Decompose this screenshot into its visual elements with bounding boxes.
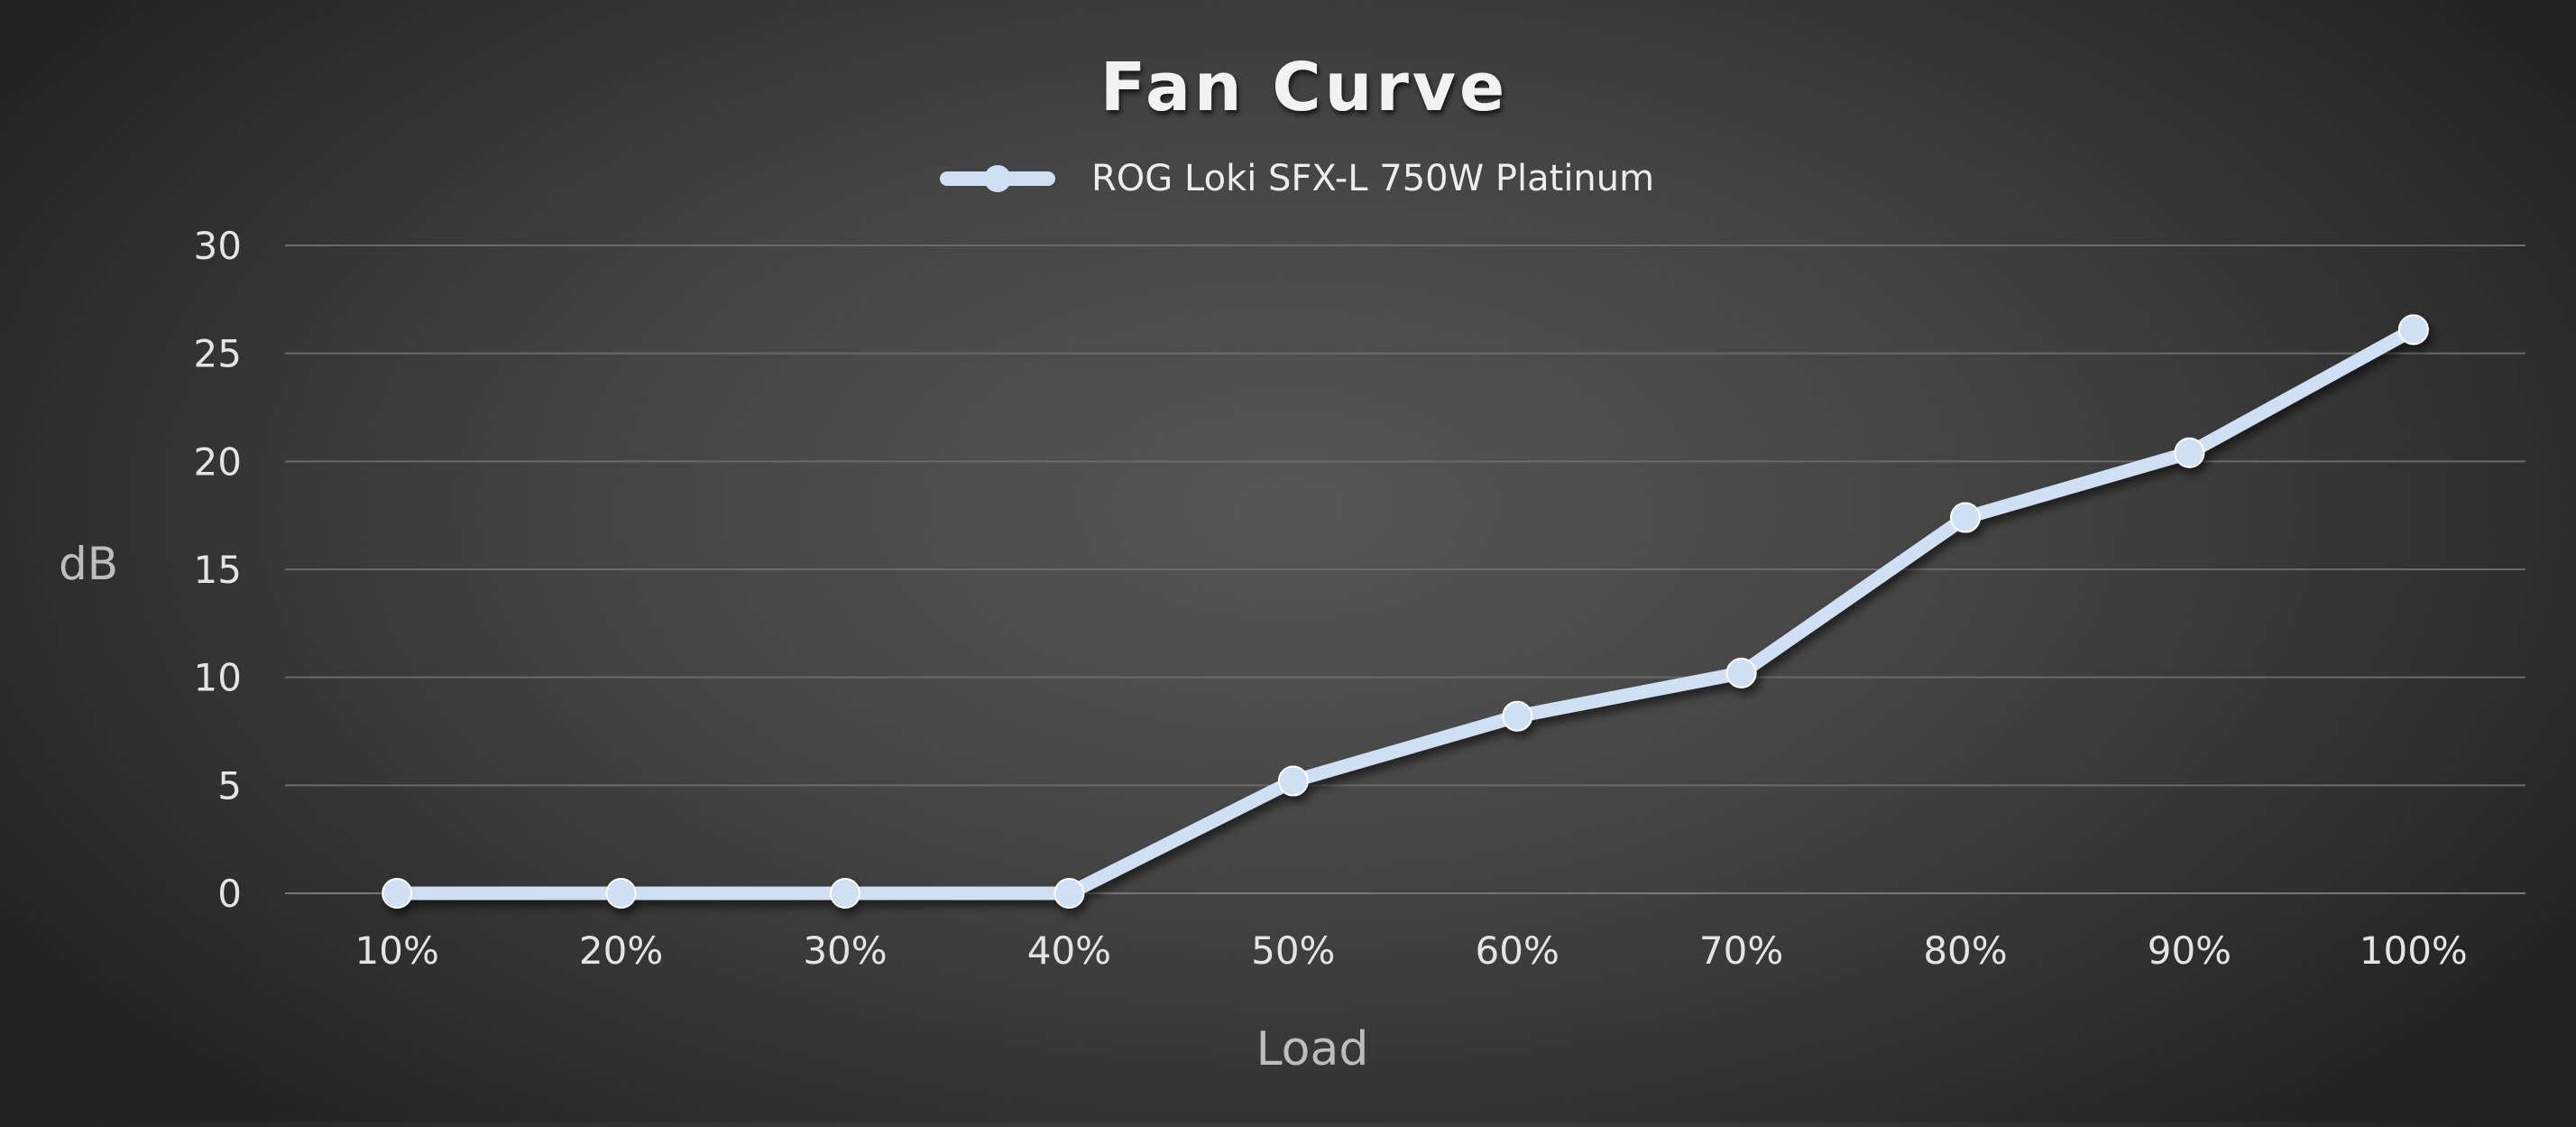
x-tick-label: 30% xyxy=(803,928,887,973)
data-point xyxy=(1950,502,1981,533)
gridlines xyxy=(285,245,2525,894)
series-layer xyxy=(382,314,2429,909)
data-point xyxy=(605,878,637,909)
x-tick-label: 20% xyxy=(579,928,663,973)
y-tick-label: 30 xyxy=(194,224,242,268)
y-axis-ticks: 0 5 10 15 20 25 30 xyxy=(194,224,242,916)
legend: ROG Loki SFX-L 750W Platinum xyxy=(940,158,1654,199)
legend-marker-swatch xyxy=(984,165,1011,192)
x-tick-label: 80% xyxy=(1923,928,2007,973)
data-point xyxy=(1725,657,1757,688)
y-tick-label: 10 xyxy=(194,656,242,700)
x-tick-label: 50% xyxy=(1251,928,1335,973)
data-point xyxy=(830,878,860,909)
x-tick-label: 10% xyxy=(355,928,439,973)
data-point xyxy=(382,878,413,909)
data-point xyxy=(1053,878,1085,909)
legend-label: ROG Loki SFX-L 750W Platinum xyxy=(1091,158,1654,199)
data-point xyxy=(2397,314,2429,346)
x-tick-label: 90% xyxy=(2148,928,2231,973)
series-0 xyxy=(382,314,2429,909)
y-tick-label: 20 xyxy=(194,439,242,484)
y-axis-label: dB xyxy=(59,538,118,590)
x-tick-label: 40% xyxy=(1027,928,1111,973)
x-tick-label: 100% xyxy=(2360,928,2468,973)
x-axis-ticks: 10% 20% 30% 40% 50% 60% 70% 80% 90% 100% xyxy=(355,928,2468,973)
y-tick-label: 15 xyxy=(194,548,242,592)
data-point xyxy=(1277,765,1309,797)
x-tick-label: 70% xyxy=(1699,928,1783,973)
x-axis-label: Load xyxy=(1256,1022,1369,1076)
series-line xyxy=(390,322,2421,901)
x-tick-label: 60% xyxy=(1476,928,1559,973)
chart-title: Fan Curve xyxy=(1100,49,1509,126)
y-tick-label: 25 xyxy=(194,332,242,376)
y-tick-label: 0 xyxy=(217,872,242,916)
y-tick-label: 5 xyxy=(217,763,242,808)
data-point xyxy=(2174,437,2205,468)
data-point xyxy=(1502,700,1533,732)
